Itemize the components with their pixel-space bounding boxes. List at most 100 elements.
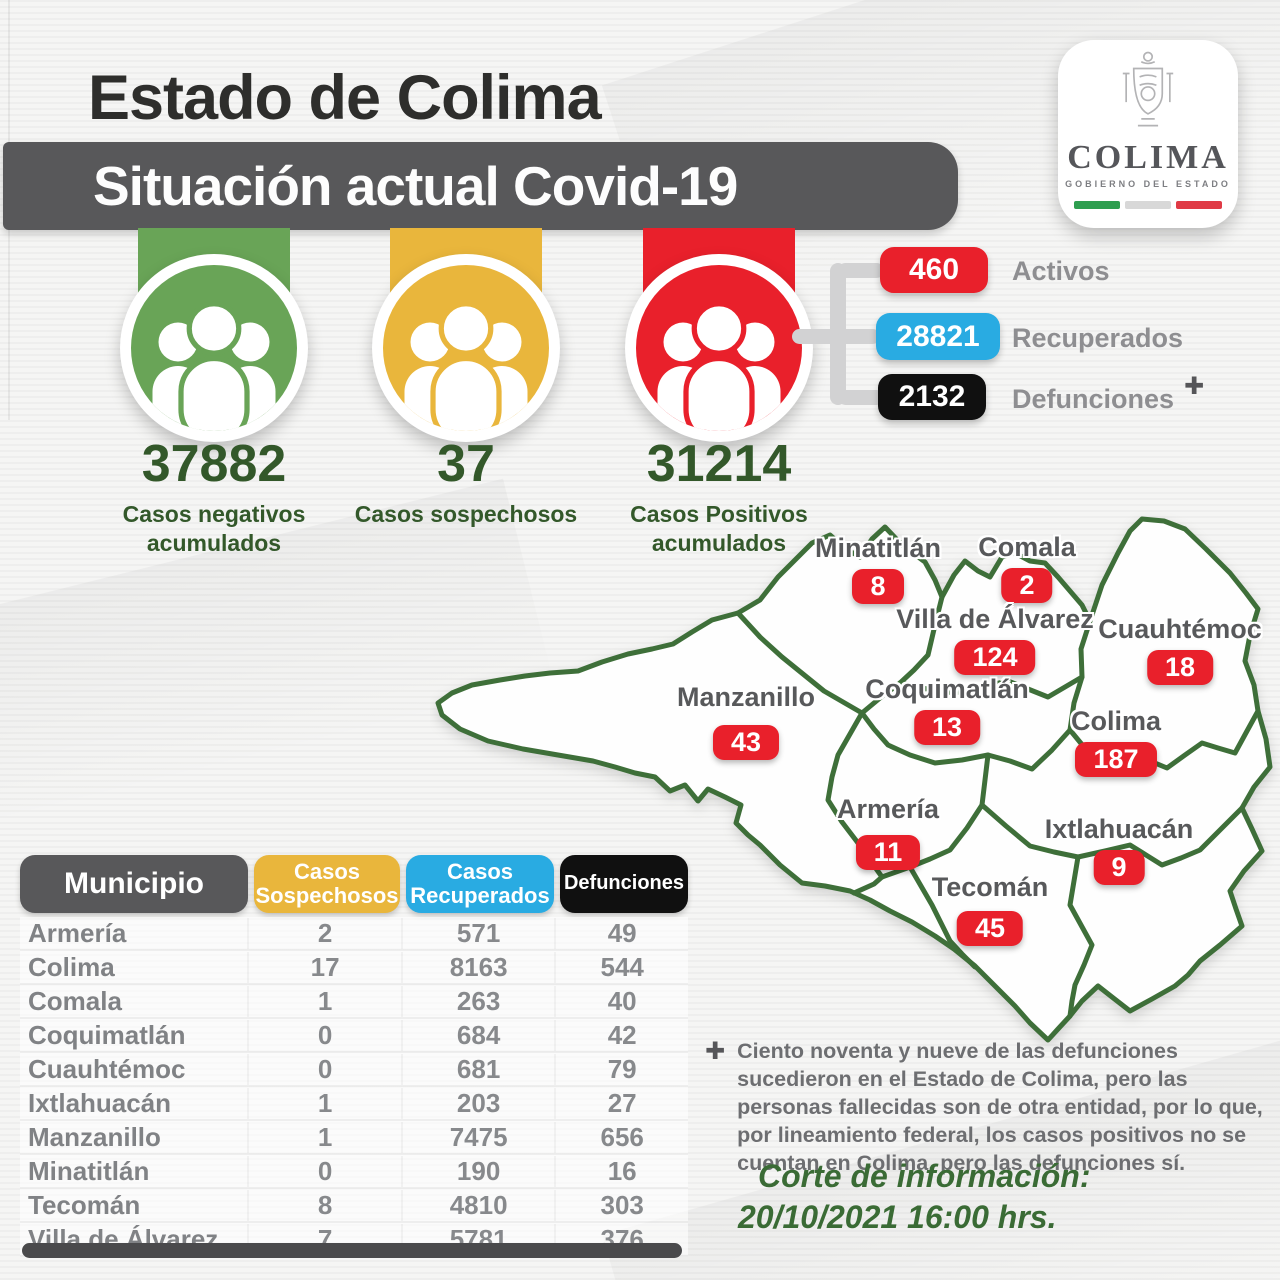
cell-recuperados: 571 [400, 917, 555, 949]
cell-recuperados: 190 [400, 1155, 555, 1187]
cell-sospechosos: 0 [247, 1155, 401, 1187]
table-row: Coquimatlán 0 684 42 [20, 1019, 688, 1053]
municipality-name: Villa de Álvarez [896, 604, 1094, 634]
table-row: Comala 1 263 40 [20, 985, 688, 1019]
municipality-cases-pill: 8 [852, 569, 904, 604]
municipality-name: Manzanillo [676, 682, 816, 712]
cell-sospechosos: 0 [247, 1019, 401, 1051]
cell-recuperados: 681 [400, 1053, 555, 1085]
municipality-cases-pill: 13 [913, 710, 981, 745]
recuperados-label: Recuperados [1012, 323, 1184, 353]
people-group-icon [372, 254, 560, 442]
municipality-name: Cuauhtémoc [1098, 614, 1262, 644]
cell-defunciones: 79 [554, 1053, 688, 1085]
cell-municipio: Armería [28, 917, 127, 948]
stat-value: 37882 [141, 435, 287, 493]
municipality-name: Tecomán [931, 872, 1049, 902]
bracket-connector [838, 390, 884, 405]
activos-pill: 460 [880, 247, 988, 293]
cell-municipio: Comala [28, 985, 122, 1016]
municipality-cases-pill: 124 [954, 640, 1036, 675]
cell-municipio: Coquimatlán [28, 1019, 186, 1050]
cell-recuperados: 684 [400, 1019, 555, 1051]
subtitle-banner: Situación actual Covid-19 [3, 142, 958, 230]
cell-defunciones: 42 [554, 1019, 688, 1051]
cell-sospechosos: 1 [247, 1121, 401, 1153]
map-label-armeria: Armería 11 [837, 794, 939, 870]
cell-sospechosos: 0 [247, 1053, 401, 1085]
coat-of-arms-icon [1122, 51, 1174, 127]
stat-label: Casos sospechosos [354, 501, 578, 527]
table-footer-bar [22, 1243, 682, 1258]
column-header-municipio: Municipio [20, 855, 248, 913]
cutoff-title: Corte de información: [758, 1158, 1091, 1194]
cell-municipio: Manzanillo [28, 1121, 161, 1152]
map-label-colima: Colima 187 [1071, 706, 1161, 777]
tricolor-flag-bar [1058, 201, 1238, 209]
defunciones-label: Defunciones ✚ [1012, 373, 1204, 415]
logo-name: COLIMA [1067, 139, 1229, 176]
footnote: ✚ Ciento noventa y nueve de las defuncio… [705, 1038, 1280, 1178]
cell-recuperados: 7475 [400, 1121, 555, 1153]
bracket-connector [792, 329, 840, 344]
table-row: Tecomán 8 4810 303 [20, 1189, 688, 1223]
cell-defunciones: 40 [554, 985, 688, 1017]
people-group-icon [120, 254, 308, 442]
table-row: Manzanillo 1 7475 656 [20, 1121, 688, 1155]
activos-label: Activos [1012, 256, 1110, 286]
cell-defunciones: 544 [554, 951, 688, 983]
map-label-tecoman: Tecomán 45 [931, 872, 1049, 946]
page-title: Estado de Colima [88, 63, 602, 133]
bracket-connector [838, 329, 880, 344]
cell-sospechosos: 2 [247, 917, 401, 949]
cell-recuperados: 8163 [400, 951, 555, 983]
map-label-cuauhtemoc: Cuauhtémoc 18 [1098, 614, 1262, 685]
bracket-connector [838, 263, 884, 278]
table-row: Colima 17 8163 544 [20, 951, 688, 985]
column-header-sospechosos: Casos Sospechosos [254, 855, 400, 913]
municipality-name: Colima [1070, 706, 1162, 736]
government-logo: COLIMA GOBIERNO DEL ESTADO [1058, 40, 1238, 228]
subtitle-text: Situación actual Covid-19 [93, 155, 738, 217]
table-row: Minatitlán 0 190 16 [20, 1155, 688, 1189]
recuperados-pill: 28821 [876, 313, 1000, 360]
cell-defunciones: 656 [554, 1121, 688, 1153]
map-label-ixtlahuacan: Ixtlahuacán 9 [1044, 814, 1194, 885]
stat-value: 31214 [646, 435, 792, 493]
map-label-manzanillo: Manzanillo 43 [677, 682, 815, 760]
stat-label: Casos Positivos acumulados [630, 501, 808, 556]
municipality-cases-pill: 43 [712, 725, 780, 760]
municipality-name: Ixtlahuacán [1044, 814, 1194, 844]
table-row: Armería 2 571 49 [20, 917, 688, 951]
cell-defunciones: 16 [554, 1155, 688, 1187]
municipality-cases-pill: 187 [1075, 742, 1157, 777]
cell-sospechosos: 1 [247, 985, 401, 1017]
cell-recuperados: 263 [400, 985, 555, 1017]
footnote-marker-icon: ✚ [1184, 373, 1205, 400]
municipality-cases-pill: 9 [1093, 850, 1145, 885]
defunciones-label-text: Defunciones [1012, 384, 1175, 414]
footnote-text: Ciento noventa y nueve de las defuncione… [737, 1039, 1263, 1175]
map-label-minatitlan: Minatitlán 8 [815, 533, 941, 604]
column-header-defunciones: Defunciones [560, 855, 688, 913]
plus-marker-icon: ✚ [705, 1038, 726, 1065]
map-label-coquimatlan: Coquimatlán 13 [865, 674, 1029, 745]
column-header-recuperados: Casos Recuperados [406, 855, 554, 913]
cell-municipio: Minatitlán [28, 1155, 150, 1186]
municipality-cases-pill: 18 [1146, 650, 1214, 685]
municipality-cases-pill: 11 [855, 835, 921, 870]
flag-green-segment [1074, 201, 1120, 209]
map-label-villa-de-alvarez: Villa de Álvarez 124 [896, 604, 1094, 675]
logo-tagline: GOBIERNO DEL ESTADO [1065, 179, 1231, 189]
cell-municipio: Tecomán [28, 1189, 141, 1220]
municipality-cases-pill: 2 [1001, 568, 1053, 603]
defunciones-pill: 2132 [878, 374, 986, 420]
cell-defunciones: 303 [554, 1189, 688, 1221]
table-row: Ixtlahuacán 1 203 27 [20, 1087, 688, 1121]
cutoff-info: Corte de información: 20/10/2021 16:00 h… [738, 1158, 1090, 1236]
municipality-name: Comala [978, 532, 1076, 562]
cell-municipio: Colima [28, 951, 115, 982]
colima-state-map: Minatitlán 8 Comala 2 Villa de Álvarez 1… [430, 505, 1280, 1050]
map-label-comala: Comala 2 [978, 532, 1076, 603]
